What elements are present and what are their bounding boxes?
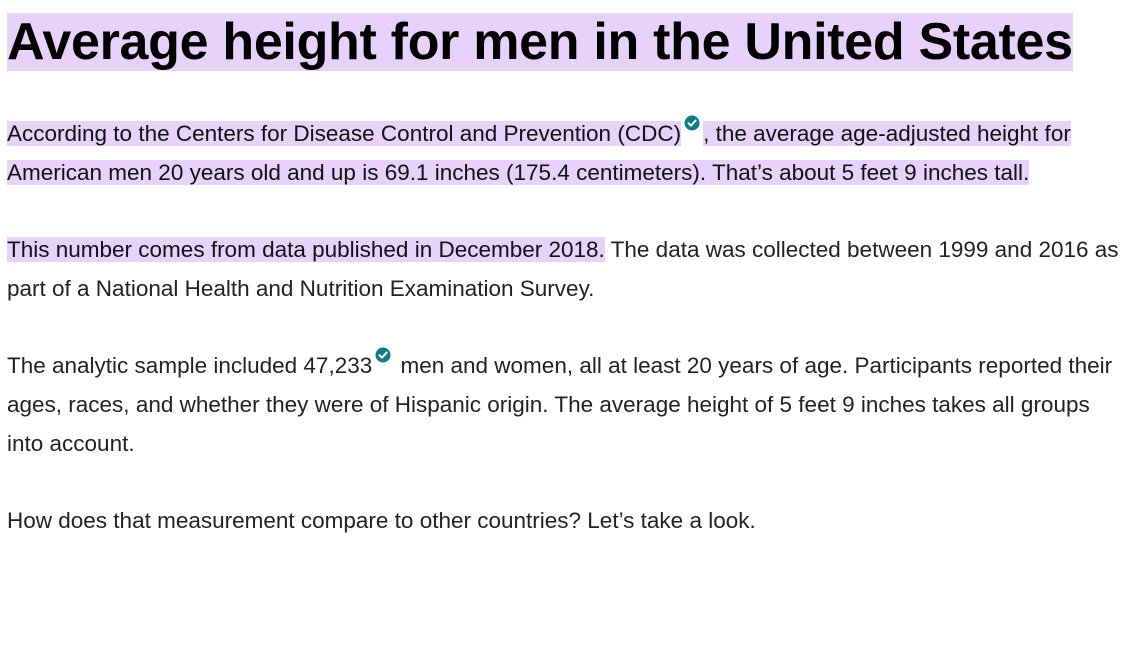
- paragraph: According to the Centers for Disease Con…: [7, 114, 1131, 192]
- paragraph: This number comes from data published in…: [7, 230, 1131, 308]
- article: Average height for men in the United Sta…: [7, 10, 1131, 540]
- highlighted-text: According to the Centers for Disease Con…: [7, 121, 682, 146]
- body-text: The data was collected between 1999 and …: [7, 237, 1119, 301]
- verified-source-icon[interactable]: [375, 347, 391, 363]
- body-text: How does that measurement compare to oth…: [7, 508, 756, 533]
- paragraph: The analytic sample included 47,233 men …: [7, 346, 1131, 463]
- body-text: The analytic sample included 47,233: [7, 353, 373, 378]
- highlighted-text: This number comes from data published in…: [7, 237, 605, 262]
- verified-source-icon[interactable]: [684, 115, 700, 131]
- article-title: Average height for men in the United Sta…: [7, 10, 1131, 74]
- body-text: men and women, all at least 20 years of …: [7, 353, 1113, 456]
- paragraph: How does that measurement compare to oth…: [7, 501, 1131, 540]
- title-text: Average height for men in the United Sta…: [7, 13, 1073, 71]
